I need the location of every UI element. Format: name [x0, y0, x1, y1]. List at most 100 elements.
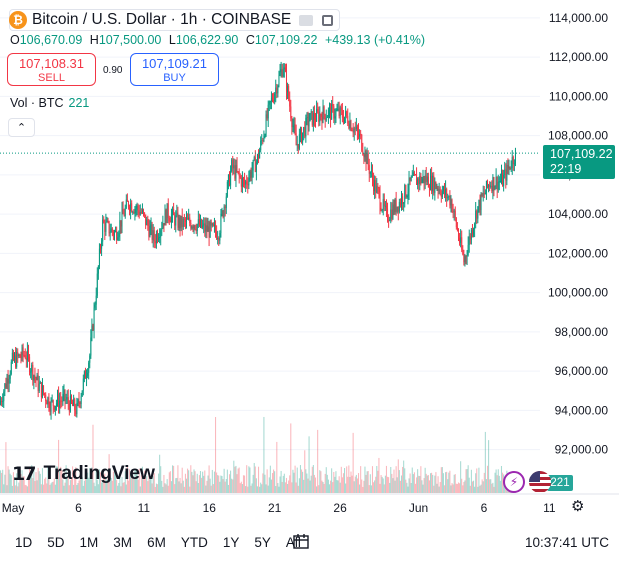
volume-bar — [332, 482, 334, 493]
time-axis[interactable]: May 6 11 16 21 26 Jun 6 11 — [2, 501, 556, 515]
timeframe-1d[interactable]: 1D — [15, 534, 33, 550]
candle-body — [19, 354, 21, 358]
volume-bar — [52, 481, 54, 493]
candle-body — [70, 395, 72, 403]
volume-bar — [46, 483, 48, 493]
timeframe-1y[interactable]: 1Y — [222, 534, 240, 550]
volume-bar — [175, 478, 177, 493]
volume-bar — [479, 485, 481, 493]
candle-body — [346, 111, 348, 116]
volume-bar — [30, 474, 32, 493]
volume-bar — [491, 483, 493, 493]
candle-body — [433, 175, 435, 193]
candle-body — [182, 218, 184, 227]
candle-body — [425, 175, 427, 182]
volume-bar — [63, 485, 65, 493]
candle-body — [356, 126, 358, 132]
volume-bar — [418, 475, 420, 493]
candle-body — [477, 206, 479, 219]
volume-bar — [119, 471, 121, 493]
candle-body — [417, 178, 419, 185]
volume-bar — [197, 482, 199, 493]
candle-body — [230, 171, 232, 186]
x-tick-label: 6 — [75, 501, 82, 515]
candle-body — [195, 228, 197, 232]
candle-body — [155, 233, 157, 244]
volume-bar — [7, 466, 9, 493]
candle-body — [63, 389, 65, 394]
candle-body — [244, 179, 246, 185]
volume-bar — [460, 461, 462, 493]
x-tick-label: 16 — [203, 501, 217, 515]
candle-body — [447, 197, 449, 199]
candle-body — [110, 228, 112, 233]
sell-label: SELL — [38, 72, 65, 84]
volume-bar — [142, 476, 145, 493]
volume-bar — [247, 486, 249, 493]
timeframe-ytd[interactable]: YTD — [180, 534, 208, 550]
volume-bar — [77, 483, 79, 493]
hide-legend-icon[interactable] — [299, 14, 314, 26]
timeframe-1m[interactable]: 1M — [79, 534, 99, 550]
candle-body — [97, 266, 99, 274]
candle-body — [368, 165, 370, 174]
candle-body — [8, 378, 10, 384]
volume-bar — [400, 475, 403, 493]
volume-bar — [488, 440, 490, 493]
buy-button[interactable]: 107,109.21 BUY — [130, 53, 219, 86]
volume-bar — [440, 467, 442, 493]
volume-bar — [445, 472, 447, 493]
collapse-legend-button[interactable]: ⌃ — [8, 118, 35, 137]
candle-body — [334, 116, 336, 119]
volume-bar — [336, 480, 338, 493]
candle-body — [494, 186, 496, 190]
candle-body — [348, 123, 350, 129]
candle-body — [87, 372, 89, 376]
price-axis[interactable]: 92,000.00 94,000.00 96,000.00 98,000.00 100,… — [548, 11, 608, 457]
candle-body — [117, 237, 119, 240]
candle-body — [235, 165, 237, 179]
volume-bar — [432, 474, 434, 493]
candle-body — [89, 355, 91, 363]
candle-body — [210, 221, 212, 226]
y-tick-label: 114,000.00 — [549, 11, 608, 25]
volume-bar — [144, 470, 146, 493]
candle-body — [252, 160, 254, 171]
volume-bar — [271, 473, 274, 493]
candle-body — [158, 237, 160, 240]
flash-icon[interactable]: ⚡ — [503, 471, 525, 493]
us-flag-icon[interactable] — [529, 471, 551, 493]
symbol-title[interactable]: Bitcoin / U.S. Dollar · 1h · COINBASE — [32, 11, 292, 28]
maximize-icon[interactable] — [322, 14, 334, 26]
candle-body — [313, 113, 315, 121]
candle-body — [168, 217, 170, 221]
volume-bar — [402, 466, 404, 493]
volume-bar — [207, 475, 209, 493]
candle-body — [277, 85, 279, 94]
sell-button[interactable]: 107,108.31 SELL — [7, 53, 96, 86]
candle-body — [457, 230, 459, 239]
utc-clock[interactable]: 10:37:41 UTC — [525, 535, 610, 550]
candle-body — [119, 220, 121, 234]
volume-bar — [48, 469, 50, 493]
volume-bar — [333, 471, 335, 493]
tradingview-logo[interactable]: 17 TradingView — [12, 462, 155, 485]
y-tick-label: 96,000.00 — [555, 364, 609, 378]
volume-bar — [285, 477, 288, 493]
timeframe-5y[interactable]: 5Y — [254, 534, 271, 550]
date-range-icon[interactable] — [292, 533, 310, 551]
candle-body — [45, 394, 47, 402]
volume-bar — [146, 475, 148, 493]
last-price-tag: 107,109.22 22:19 — [543, 145, 615, 179]
candle-body — [282, 69, 284, 77]
volume-bar — [254, 466, 256, 493]
timeframe-6m[interactable]: 6M — [147, 534, 166, 550]
candle-body — [52, 400, 54, 406]
volume-bar — [230, 470, 232, 493]
tradingview-logo-text: TradingView — [43, 462, 155, 484]
timeframe-3m[interactable]: 3M — [113, 534, 133, 550]
symbol-header[interactable]: ₿ Bitcoin / U.S. Dollar · 1h · COINBASE — [9, 9, 341, 31]
settings-gear-icon[interactable]: ⚙ — [571, 497, 585, 515]
volume-bar — [55, 466, 57, 493]
timeframe-5d[interactable]: 5D — [47, 534, 65, 550]
